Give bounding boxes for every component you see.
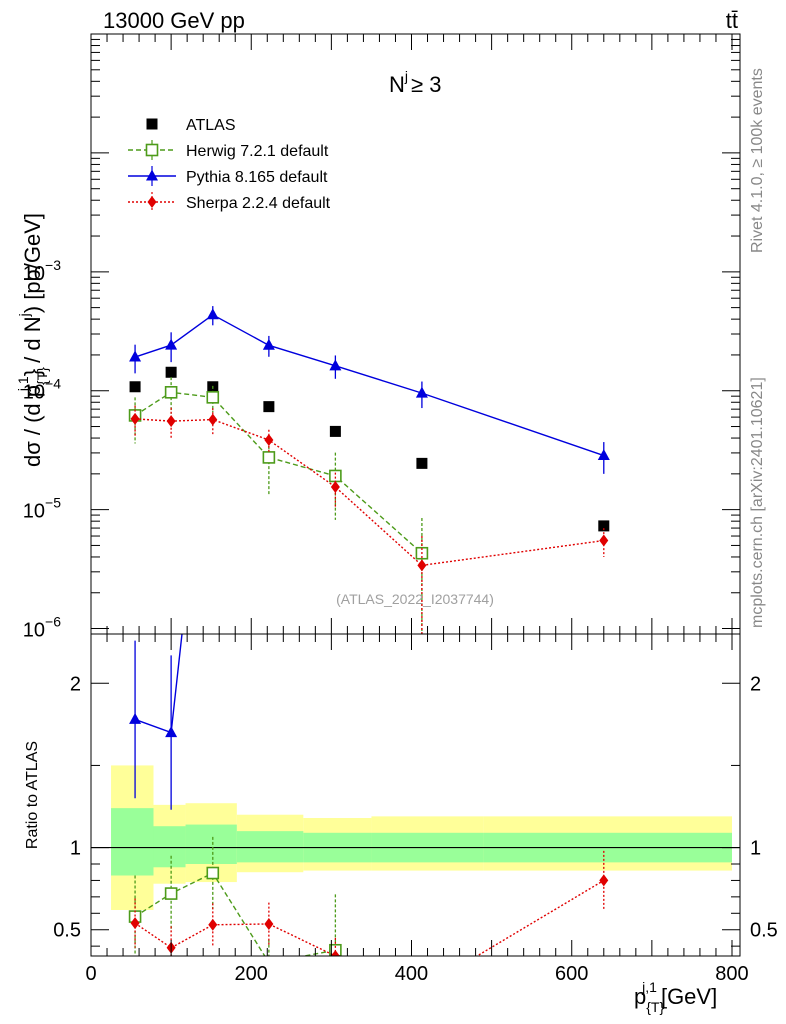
main-line-sherpa-2-2-4-default xyxy=(135,418,604,567)
ratio-xtick-label: 400 xyxy=(395,963,428,985)
legend: ATLAS Herwig 7.2.1 default Pythia 8.165 de… xyxy=(128,117,331,212)
analysis-watermark: (ATLAS_2022_I2037744) xyxy=(336,591,494,607)
header-left-label: 13000 GeV pp xyxy=(103,8,245,33)
main-ytick-label: 10−4 xyxy=(23,376,61,404)
ratio-ytick-label-right: 2 xyxy=(750,673,761,695)
ratio-line-pythia-8-165-default xyxy=(134,634,183,734)
main-point-pythia-8-165-default xyxy=(597,449,610,461)
main-point-sherpa-2-2-4-default xyxy=(417,559,427,572)
svg-text:dσ / (d p{T}j,1} / d Nj) [pb/G: dσ / (d p{T}j,1} / d Nj) [pb/GeV] xyxy=(15,213,50,467)
main-point-sherpa-2-2-4-default xyxy=(130,412,140,425)
legend-marker-sherpa-2-2-4-default xyxy=(147,196,157,208)
ratio-band-green xyxy=(111,808,154,876)
header-right-label: tt̄ xyxy=(726,8,738,33)
ratio-point-sherpa-2-2-4-default xyxy=(599,874,609,887)
ratio-band-green xyxy=(185,824,237,864)
main-point-sherpa-2-2-4-default xyxy=(264,434,274,447)
ratio-ytick-label-right: 0.5 xyxy=(750,920,778,942)
main-ytick-label: 10−6 xyxy=(23,614,61,642)
main-point-atlas xyxy=(416,457,428,469)
ratio-point-sherpa-2-2-4-default xyxy=(264,917,274,930)
plot-title-sup: j xyxy=(404,68,408,84)
main-point-sherpa-2-2-4-default xyxy=(166,415,176,428)
plot-title-main: N xyxy=(389,72,405,97)
legend-marker-pythia-8-165-default xyxy=(146,169,158,181)
main-point-herwig-7-2-1-default xyxy=(329,469,342,483)
main-point-herwig-7-2-1-default xyxy=(262,451,276,464)
legend-marker-herwig-7-2-1-default xyxy=(145,143,159,157)
main-point-atlas xyxy=(129,381,141,393)
ratio-band-green xyxy=(153,826,186,868)
ratio-frame xyxy=(90,633,741,957)
rivet-label: Rivet 4.1.0, ≥ 100k events xyxy=(749,68,766,253)
legend-entry-herwig-7-2-1-default: Herwig 7.2.1 default xyxy=(128,140,329,160)
ratio-ylabel: Ratio to ATLAS xyxy=(24,741,41,849)
main-point-pythia-8-165-default xyxy=(262,338,275,350)
ratio-band-green xyxy=(236,831,304,863)
ratio-point-pythia-8-165-default xyxy=(207,348,219,359)
main-point-pythia-8-165-default xyxy=(329,359,342,371)
main-ytick-label: 10−5 xyxy=(23,495,61,523)
ratio-xtick-label: 0 xyxy=(85,963,96,985)
main-series-sherpa-2-2-4-default xyxy=(130,405,609,634)
ratio-point-sherpa-2-2-4-default xyxy=(208,918,218,931)
ratio-ytick-label: 0.5 xyxy=(53,920,81,942)
main-point-atlas xyxy=(598,520,610,532)
ratio-ytick-label-right: 1 xyxy=(750,838,761,860)
ratio-point-herwig-7-2-1-default xyxy=(164,887,178,900)
legend-marker-atlas xyxy=(146,118,158,130)
ratio-xtick-label: 800 xyxy=(715,963,748,985)
main-point-sherpa-2-2-4-default xyxy=(208,413,218,426)
ratio-panel: 0.5 0.5 1 1 2 2 0 200 400 600 800 Ratio to ATLAS p… xyxy=(24,348,778,1015)
mcplots-label: mcplots.cern.ch [arXiv:2401.10621] xyxy=(749,377,766,628)
plot-title-rest: ≥ 3 xyxy=(411,72,441,97)
main-point-atlas xyxy=(263,401,275,413)
ratio-point-herwig-7-2-1-default xyxy=(206,866,220,880)
main-point-herwig-7-2-1-default xyxy=(164,386,178,399)
legend-label-pythia-8-165-default: Pythia 8.165 default xyxy=(186,169,328,186)
legend-entry-pythia-8-165-default: Pythia 8.165 default xyxy=(128,166,328,186)
main-point-pythia-8-165-default xyxy=(415,386,428,398)
main-point-sherpa-2-2-4-default xyxy=(599,534,609,547)
main-panel: 10−3 10−4 10−5 10−6 Nj ≥ 3 (ATLAS_2022_I2037… xyxy=(15,33,741,642)
ratio-xtick-label: 600 xyxy=(555,963,588,985)
ratio-series-sherpa-2-2-4-default xyxy=(130,850,609,956)
ratio-point-sherpa-2-2-4-default xyxy=(330,950,340,956)
main-point-herwig-7-2-1-default xyxy=(206,391,220,404)
legend-entry-sherpa-2-2-4-default: Sherpa 2.2.4 default xyxy=(128,192,331,212)
legend-label-sherpa-2-2-4-default: Sherpa 2.2.4 default xyxy=(186,195,331,212)
main-point-atlas xyxy=(165,366,177,378)
legend-entry-atlas: ATLAS xyxy=(146,117,236,134)
main-point-pythia-8-165-default xyxy=(165,338,178,350)
plot-title: Nj ≥ 3 xyxy=(389,68,441,97)
main-point-pythia-8-165-default xyxy=(206,308,219,320)
legend-label-herwig-7-2-1-default: Herwig 7.2.1 default xyxy=(186,143,329,160)
ratio-ytick-label: 1 xyxy=(70,838,81,860)
ratio-point-pythia-8-165-default xyxy=(165,726,178,738)
main-point-atlas xyxy=(329,425,341,437)
main-ylabel: dσ / (d p{T}j,1} / d Nj) [pb/GeV] xyxy=(15,213,50,467)
ratio-point-sherpa-2-2-4-default xyxy=(130,917,140,930)
ratio-ytick-label: 2 xyxy=(70,673,81,695)
main-ytick-label: 10−3 xyxy=(23,257,61,285)
main-series-pythia-8-165-default xyxy=(129,306,610,474)
main-point-sherpa-2-2-4-default xyxy=(330,481,340,494)
main-line-pythia-8-165-default xyxy=(134,313,605,457)
ratio-line-sherpa-2-2-4-default xyxy=(134,879,605,956)
main-point-pythia-8-165-default xyxy=(129,350,142,362)
ratio-xlabel: p{T}j,1 [GeV] xyxy=(634,979,717,1015)
ratio-point-pythia-8-165-default xyxy=(129,712,142,724)
legend-label-atlas: ATLAS xyxy=(186,117,236,134)
main-line-herwig-7-2-1-default xyxy=(134,391,423,554)
ratio-series-pythia-8-165-default xyxy=(129,348,219,810)
ratio-bands xyxy=(111,765,732,910)
ratio-xtick-label: 200 xyxy=(235,963,268,985)
